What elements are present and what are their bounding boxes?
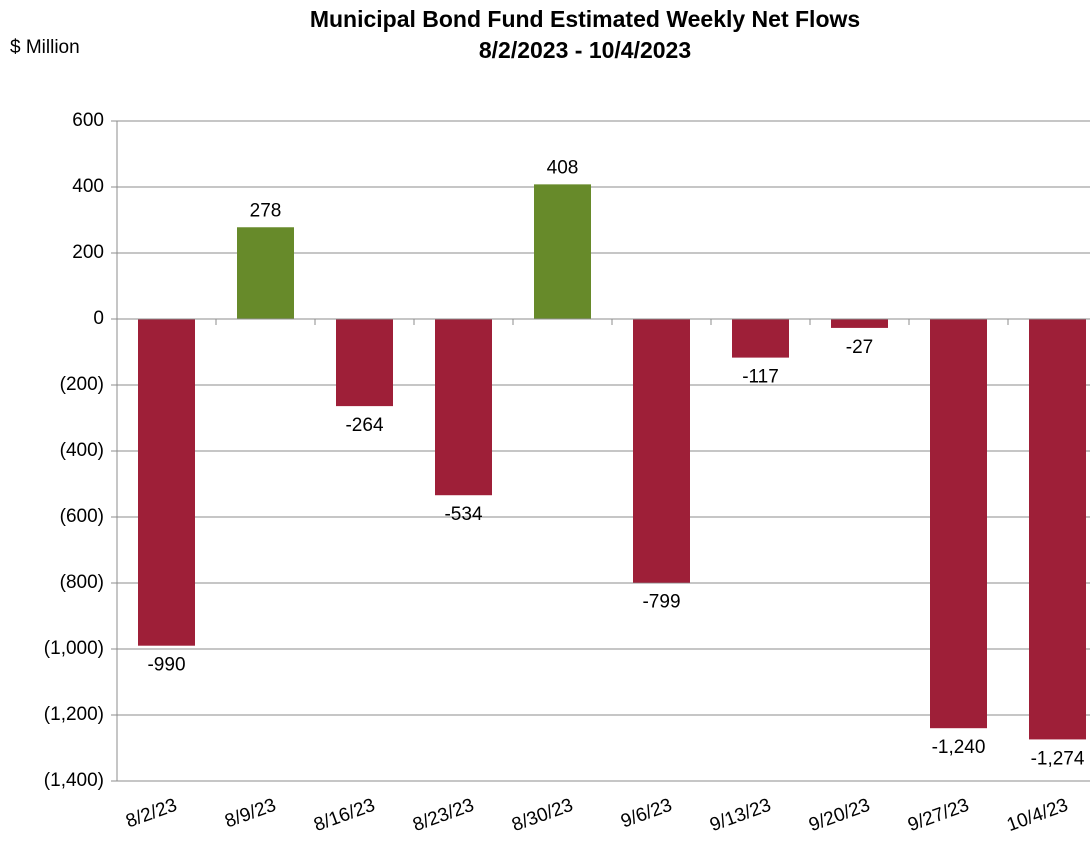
y-tick-label: (400) — [60, 440, 104, 461]
y-tick-label: 400 — [72, 176, 104, 197]
x-tick-label: 9/27/23 — [905, 795, 972, 836]
y-tick-label: (200) — [60, 374, 104, 395]
x-tick-label: 8/23/23 — [410, 795, 477, 836]
data-label: 408 — [547, 157, 579, 178]
bar — [633, 319, 690, 583]
data-label: -990 — [147, 655, 185, 676]
y-tick-label: (600) — [60, 506, 104, 527]
y-tick-label: 600 — [72, 110, 104, 131]
x-tick-label: 9/13/23 — [707, 795, 774, 836]
x-tick-label: 8/30/23 — [509, 795, 576, 836]
bar — [237, 227, 294, 319]
data-label: -1,274 — [1031, 748, 1085, 769]
bar — [336, 319, 393, 407]
chart-title: Municipal Bond Fund Estimated Weekly Net… — [310, 6, 860, 32]
x-tick-label: 10/4/23 — [1004, 795, 1071, 836]
y-tick-label: (1,200) — [44, 704, 104, 725]
bar — [435, 319, 492, 496]
y-axis-label: $ Million — [10, 37, 80, 58]
y-tick-label: 0 — [93, 308, 104, 329]
x-tick-label: 8/2/23 — [123, 795, 180, 833]
bar — [534, 184, 591, 319]
data-label: -264 — [345, 415, 383, 436]
y-tick-label: (800) — [60, 572, 104, 593]
data-label: -117 — [742, 367, 779, 388]
y-tick-label: (1,400) — [44, 770, 104, 791]
data-label: 278 — [250, 200, 282, 221]
chart-subtitle: 8/2/2023 - 10/4/2023 — [479, 37, 691, 63]
bar — [831, 319, 888, 328]
x-tick-label: 9/20/23 — [806, 795, 873, 836]
bar — [930, 319, 987, 729]
data-label: -27 — [846, 337, 873, 358]
data-label: -1,240 — [932, 737, 986, 758]
x-tick-label: 8/16/23 — [311, 795, 378, 836]
y-tick-label: 200 — [72, 242, 104, 263]
data-label: -534 — [444, 504, 482, 525]
y-tick-label: (1,000) — [44, 638, 104, 659]
x-tick-label: 9/6/23 — [618, 795, 675, 833]
bar — [138, 319, 195, 646]
bar — [732, 319, 789, 358]
bar — [1029, 319, 1086, 740]
data-label: -799 — [642, 592, 680, 613]
x-tick-label: 8/9/23 — [222, 795, 279, 833]
